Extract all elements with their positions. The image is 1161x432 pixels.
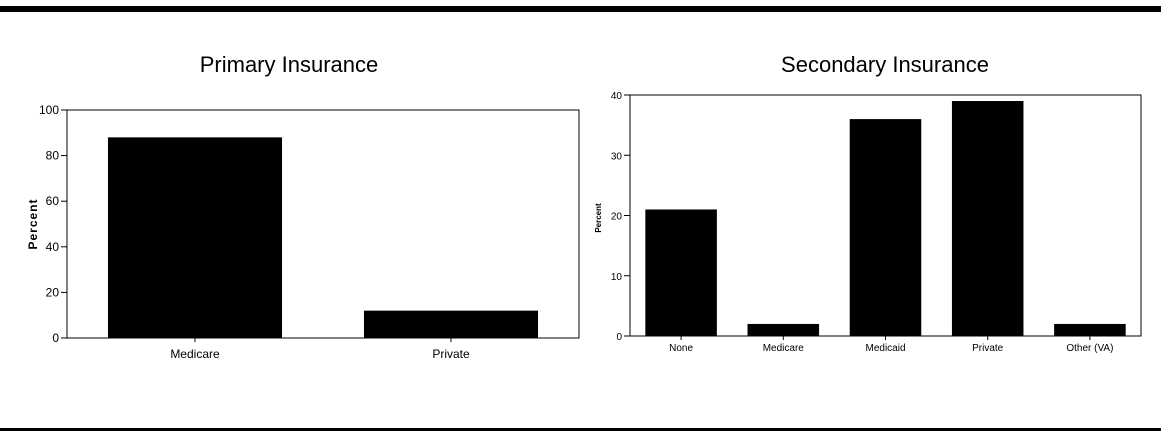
y-tick-label: 40 [46, 240, 60, 254]
top-rule [0, 6, 1161, 12]
secondary-insurance-chart: Secondary Insurance Percent 0 10 20 30 40 No… [594, 52, 1142, 354]
plot-frame [66, 109, 580, 339]
y-axis-label: Percent [26, 198, 40, 249]
x-tick-label: Private [432, 347, 470, 361]
x-axis-ticks: Medicare Private [170, 338, 470, 361]
y-tick-label: 100 [39, 103, 59, 117]
y-tick-label: 10 [611, 272, 623, 283]
x-tick-label: Private [972, 343, 1004, 354]
bar-private [951, 101, 1024, 337]
y-tick-label: 0 [616, 332, 622, 343]
x-tick-label: Medicare [170, 347, 220, 361]
x-tick-label: Medicaid [865, 343, 905, 354]
bar-other-va [1054, 323, 1126, 336]
y-tick-label: 0 [52, 331, 59, 345]
x-tick-label: Other (VA) [1066, 343, 1113, 354]
x-axis-ticks: None Medicare Medicaid Private Other (VA) [669, 336, 1113, 354]
bars [645, 101, 1126, 337]
bar-medicaid [849, 119, 922, 336]
y-tick-label: 60 [46, 194, 60, 208]
bars [107, 137, 539, 338]
bar-private [363, 310, 539, 338]
chart-title: Primary Insurance [200, 52, 379, 77]
y-tick-label: 40 [611, 91, 623, 102]
primary-insurance-chart: Primary Insurance Percent 0 20 40 60 80 100 M… [26, 52, 580, 361]
y-tick-label: 80 [46, 149, 60, 163]
y-tick-label: 20 [611, 212, 623, 223]
x-tick-label: None [669, 343, 693, 354]
bar-medicare [107, 137, 283, 338]
bar-none [645, 209, 717, 336]
bar-medicare [747, 323, 820, 336]
bottom-rule [0, 428, 1161, 431]
chart-title: Secondary Insurance [781, 52, 989, 77]
y-tick-label: 20 [46, 285, 60, 299]
y-tick-label: 30 [611, 151, 623, 162]
y-axis-ticks: 0 20 40 60 80 100 [39, 103, 67, 345]
y-axis-ticks: 0 10 20 30 40 [611, 91, 630, 343]
y-axis-label: Percent [594, 203, 603, 233]
x-tick-label: Medicare [763, 343, 805, 354]
